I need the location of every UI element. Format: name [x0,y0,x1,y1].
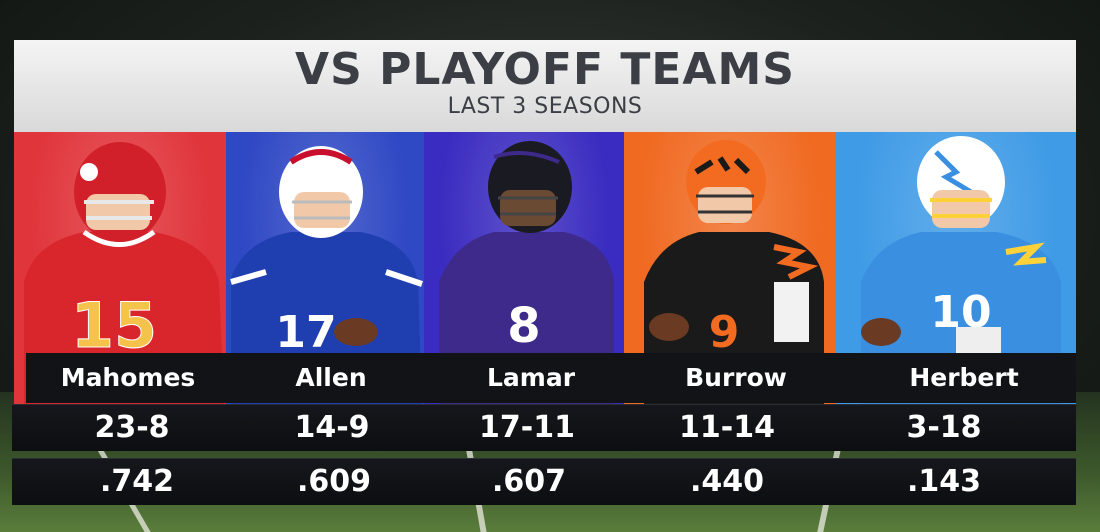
record-mahomes: 23-8 [94,410,170,445]
player-name-allen: Allen [295,363,367,392]
player-name-lamar: Lamar [486,363,576,392]
player-names-bar: Mahomes Allen Lamar Burrow Herbert [26,353,1076,403]
record-allen: 14-9 [294,410,370,445]
win-pct-allen: .609 [296,464,372,499]
jersey-number: 9 [709,307,740,358]
stats-graphic-board: VS PLAYOFF TEAMS LAST 3 SEASONS 15 17 [12,6,1076,514]
title-banner: VS PLAYOFF TEAMS LAST 3 SEASONS [14,40,1076,132]
win-percentage-row: .742 .609 .607 .440 .143 [12,458,1076,505]
player-name-herbert: Herbert [909,363,1019,392]
records-row: 23-8 14-9 17-11 11-14 3-18 [12,404,1076,451]
win-pct-herbert: .143 [906,464,982,499]
win-pct-mahomes: .742 [99,464,175,499]
graphic-title: VS PLAYOFF TEAMS [295,44,795,95]
jersey-number: 8 [507,298,540,354]
player-name-burrow: Burrow [685,363,787,392]
record-burrow: 11-14 [679,410,775,445]
record-lamar: 17-11 [479,410,575,445]
win-pct-lamar: .607 [491,464,567,499]
win-pct-burrow: .440 [689,464,765,499]
player-name-mahomes: Mahomes [60,363,196,392]
graphic-subtitle: LAST 3 SEASONS [447,94,643,119]
record-herbert: 3-18 [906,410,982,445]
jersey-number: 15 [71,289,157,362]
jersey-number: 17 [275,307,336,358]
